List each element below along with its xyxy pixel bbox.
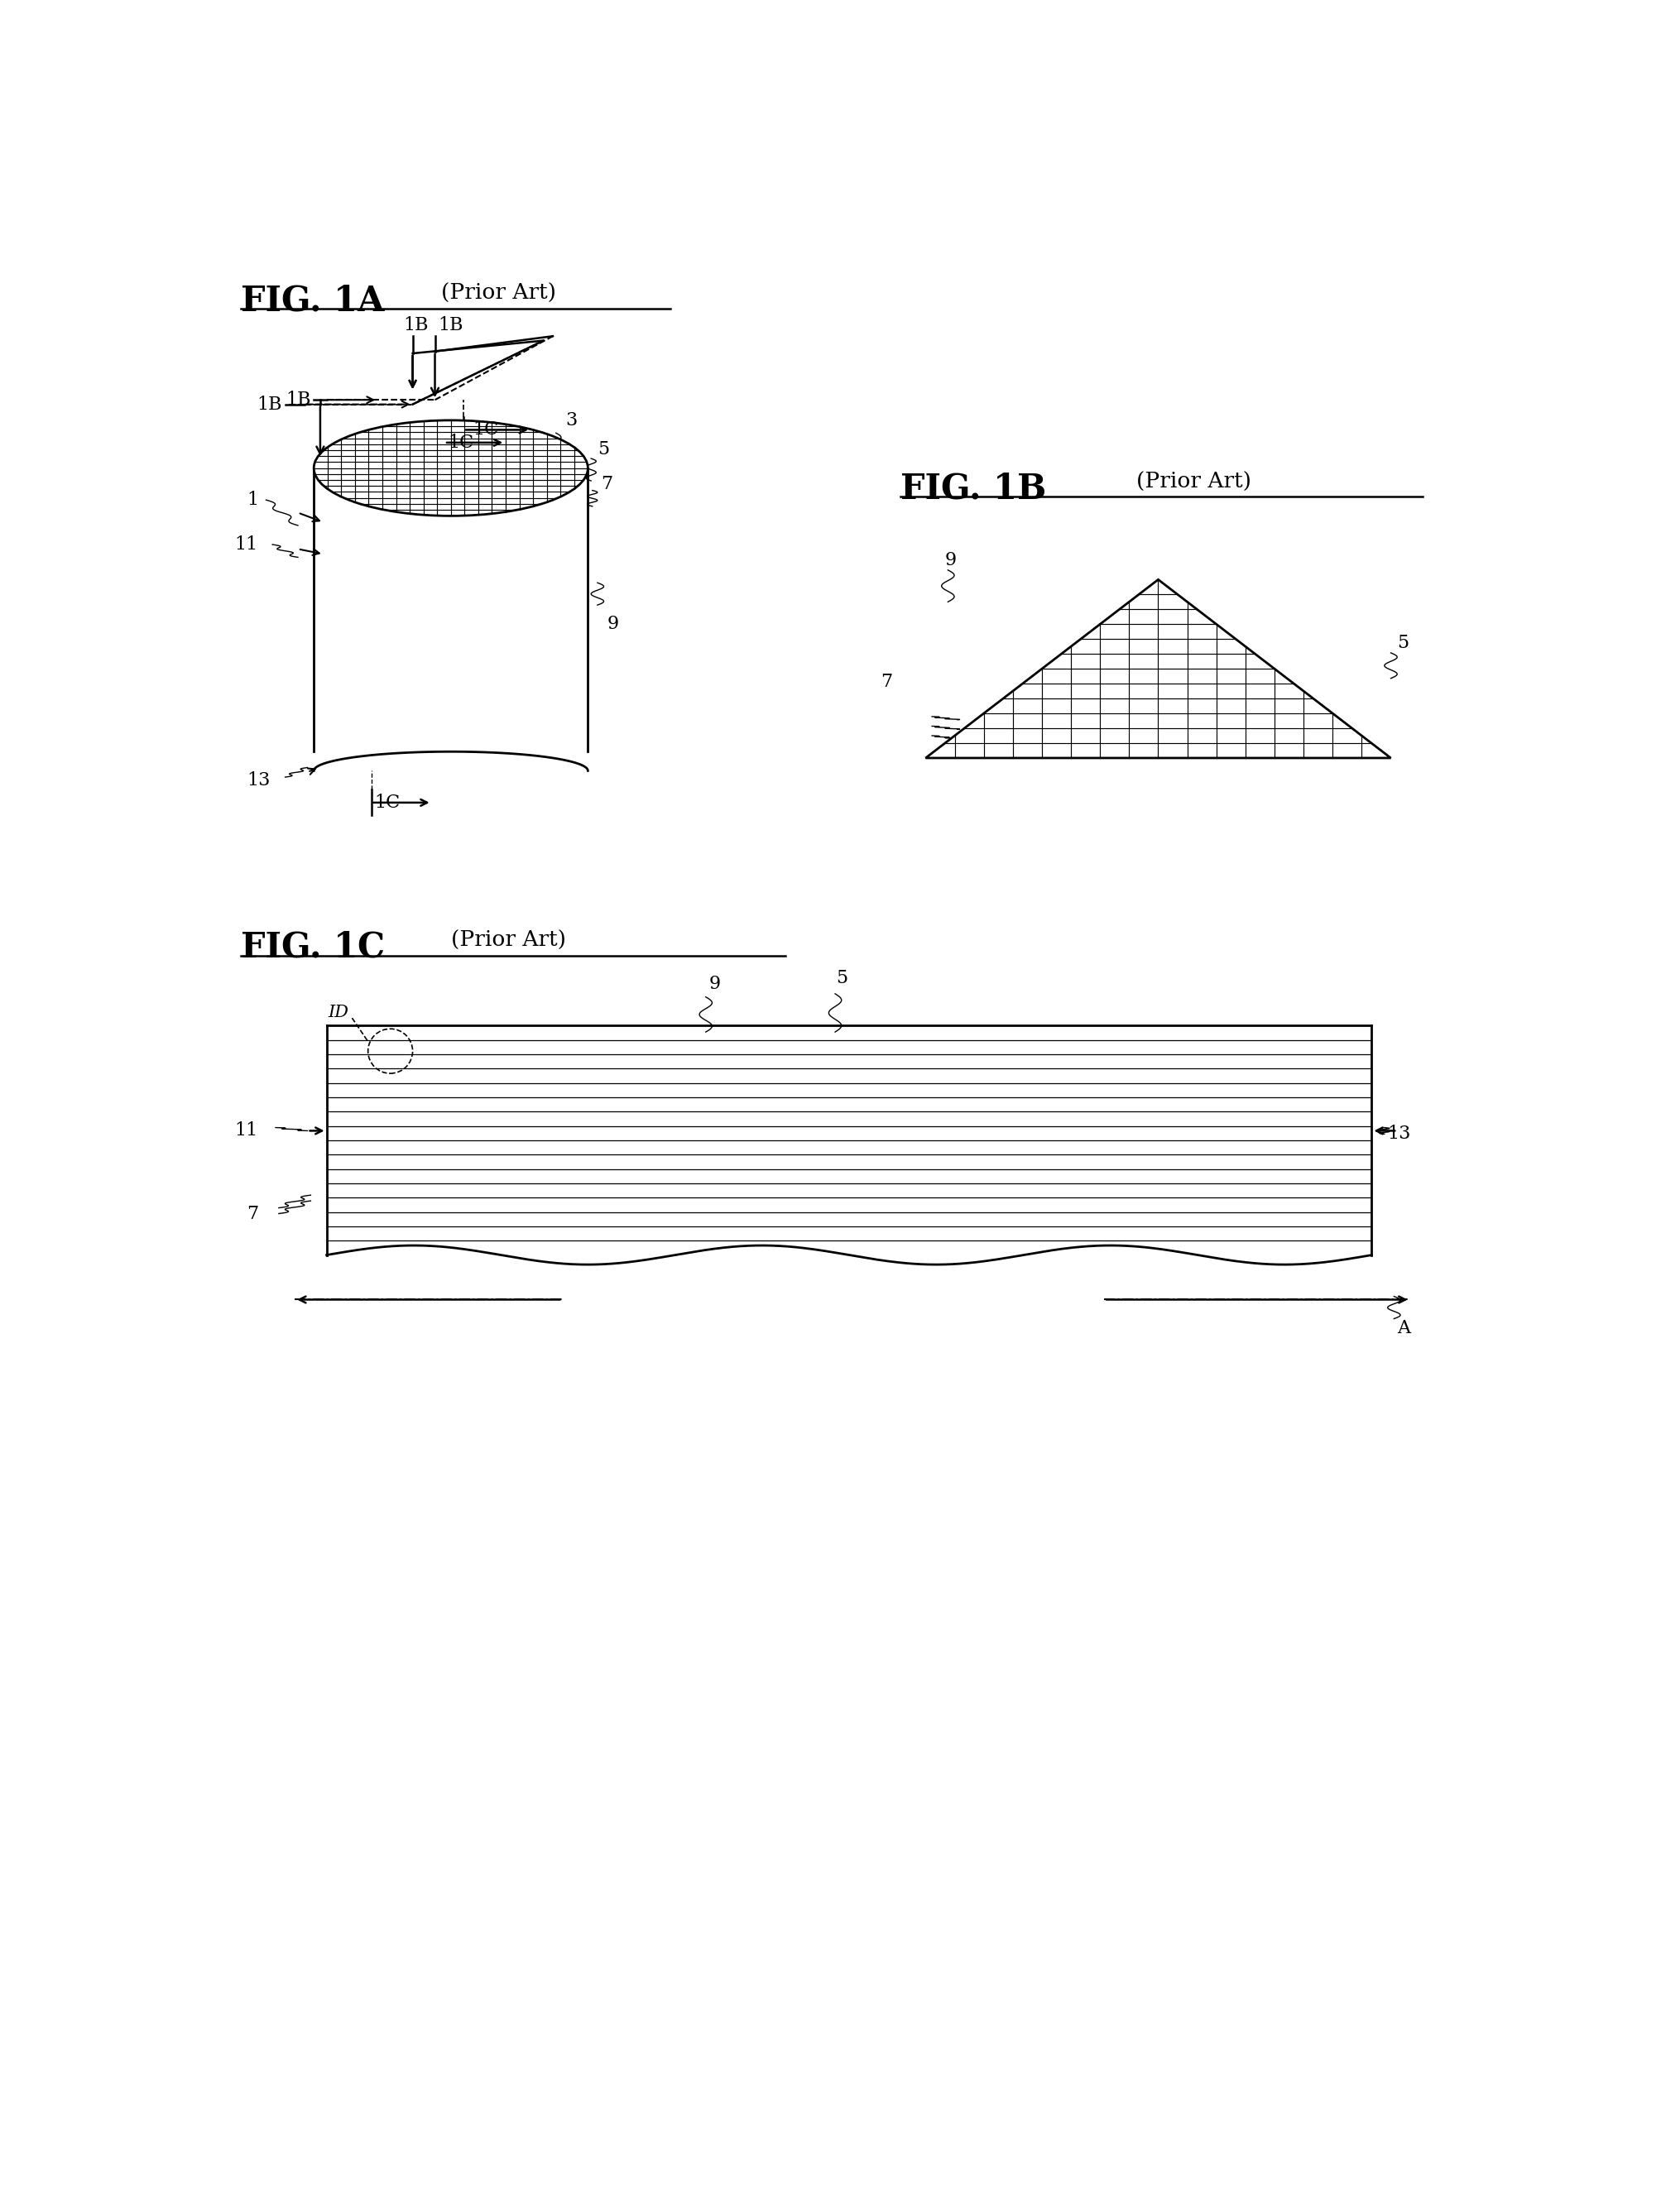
Text: (Prior Art): (Prior Art) [1136, 471, 1251, 491]
Text: 1B: 1B [439, 316, 463, 334]
Text: 1B: 1B [404, 316, 429, 334]
Text: 7: 7 [247, 1206, 259, 1223]
Text: 9: 9 [606, 615, 618, 633]
Text: 7: 7 [600, 476, 611, 493]
Text: 5: 5 [835, 969, 847, 987]
Text: 1C: 1C [473, 420, 498, 438]
Text: 5: 5 [596, 440, 610, 458]
Text: 1C: 1C [374, 794, 400, 812]
Text: A: A [1397, 1318, 1410, 1336]
Text: 9: 9 [709, 975, 721, 993]
Text: 1B: 1B [256, 396, 282, 414]
Text: 9: 9 [943, 551, 957, 568]
Text: ID: ID [327, 1004, 349, 1020]
Text: 5: 5 [1397, 635, 1409, 653]
Text: 1C: 1C [447, 434, 473, 451]
Text: 11: 11 [234, 1121, 257, 1139]
Text: 1B: 1B [286, 392, 311, 409]
Text: (Prior Art): (Prior Art) [450, 929, 566, 951]
Ellipse shape [314, 420, 588, 515]
Text: 3: 3 [565, 411, 576, 429]
Text: 13: 13 [1387, 1126, 1410, 1144]
Text: (Prior Art): (Prior Art) [442, 283, 556, 303]
Text: FIG. 1A: FIG. 1A [241, 283, 384, 319]
Text: 13: 13 [247, 772, 271, 790]
Text: 11: 11 [234, 535, 257, 553]
Polygon shape [925, 580, 1390, 759]
Text: 1: 1 [247, 491, 259, 509]
Text: 7: 7 [880, 672, 892, 690]
Text: FIG. 1C: FIG. 1C [241, 929, 384, 964]
Text: FIG. 1B: FIG. 1B [900, 471, 1045, 507]
